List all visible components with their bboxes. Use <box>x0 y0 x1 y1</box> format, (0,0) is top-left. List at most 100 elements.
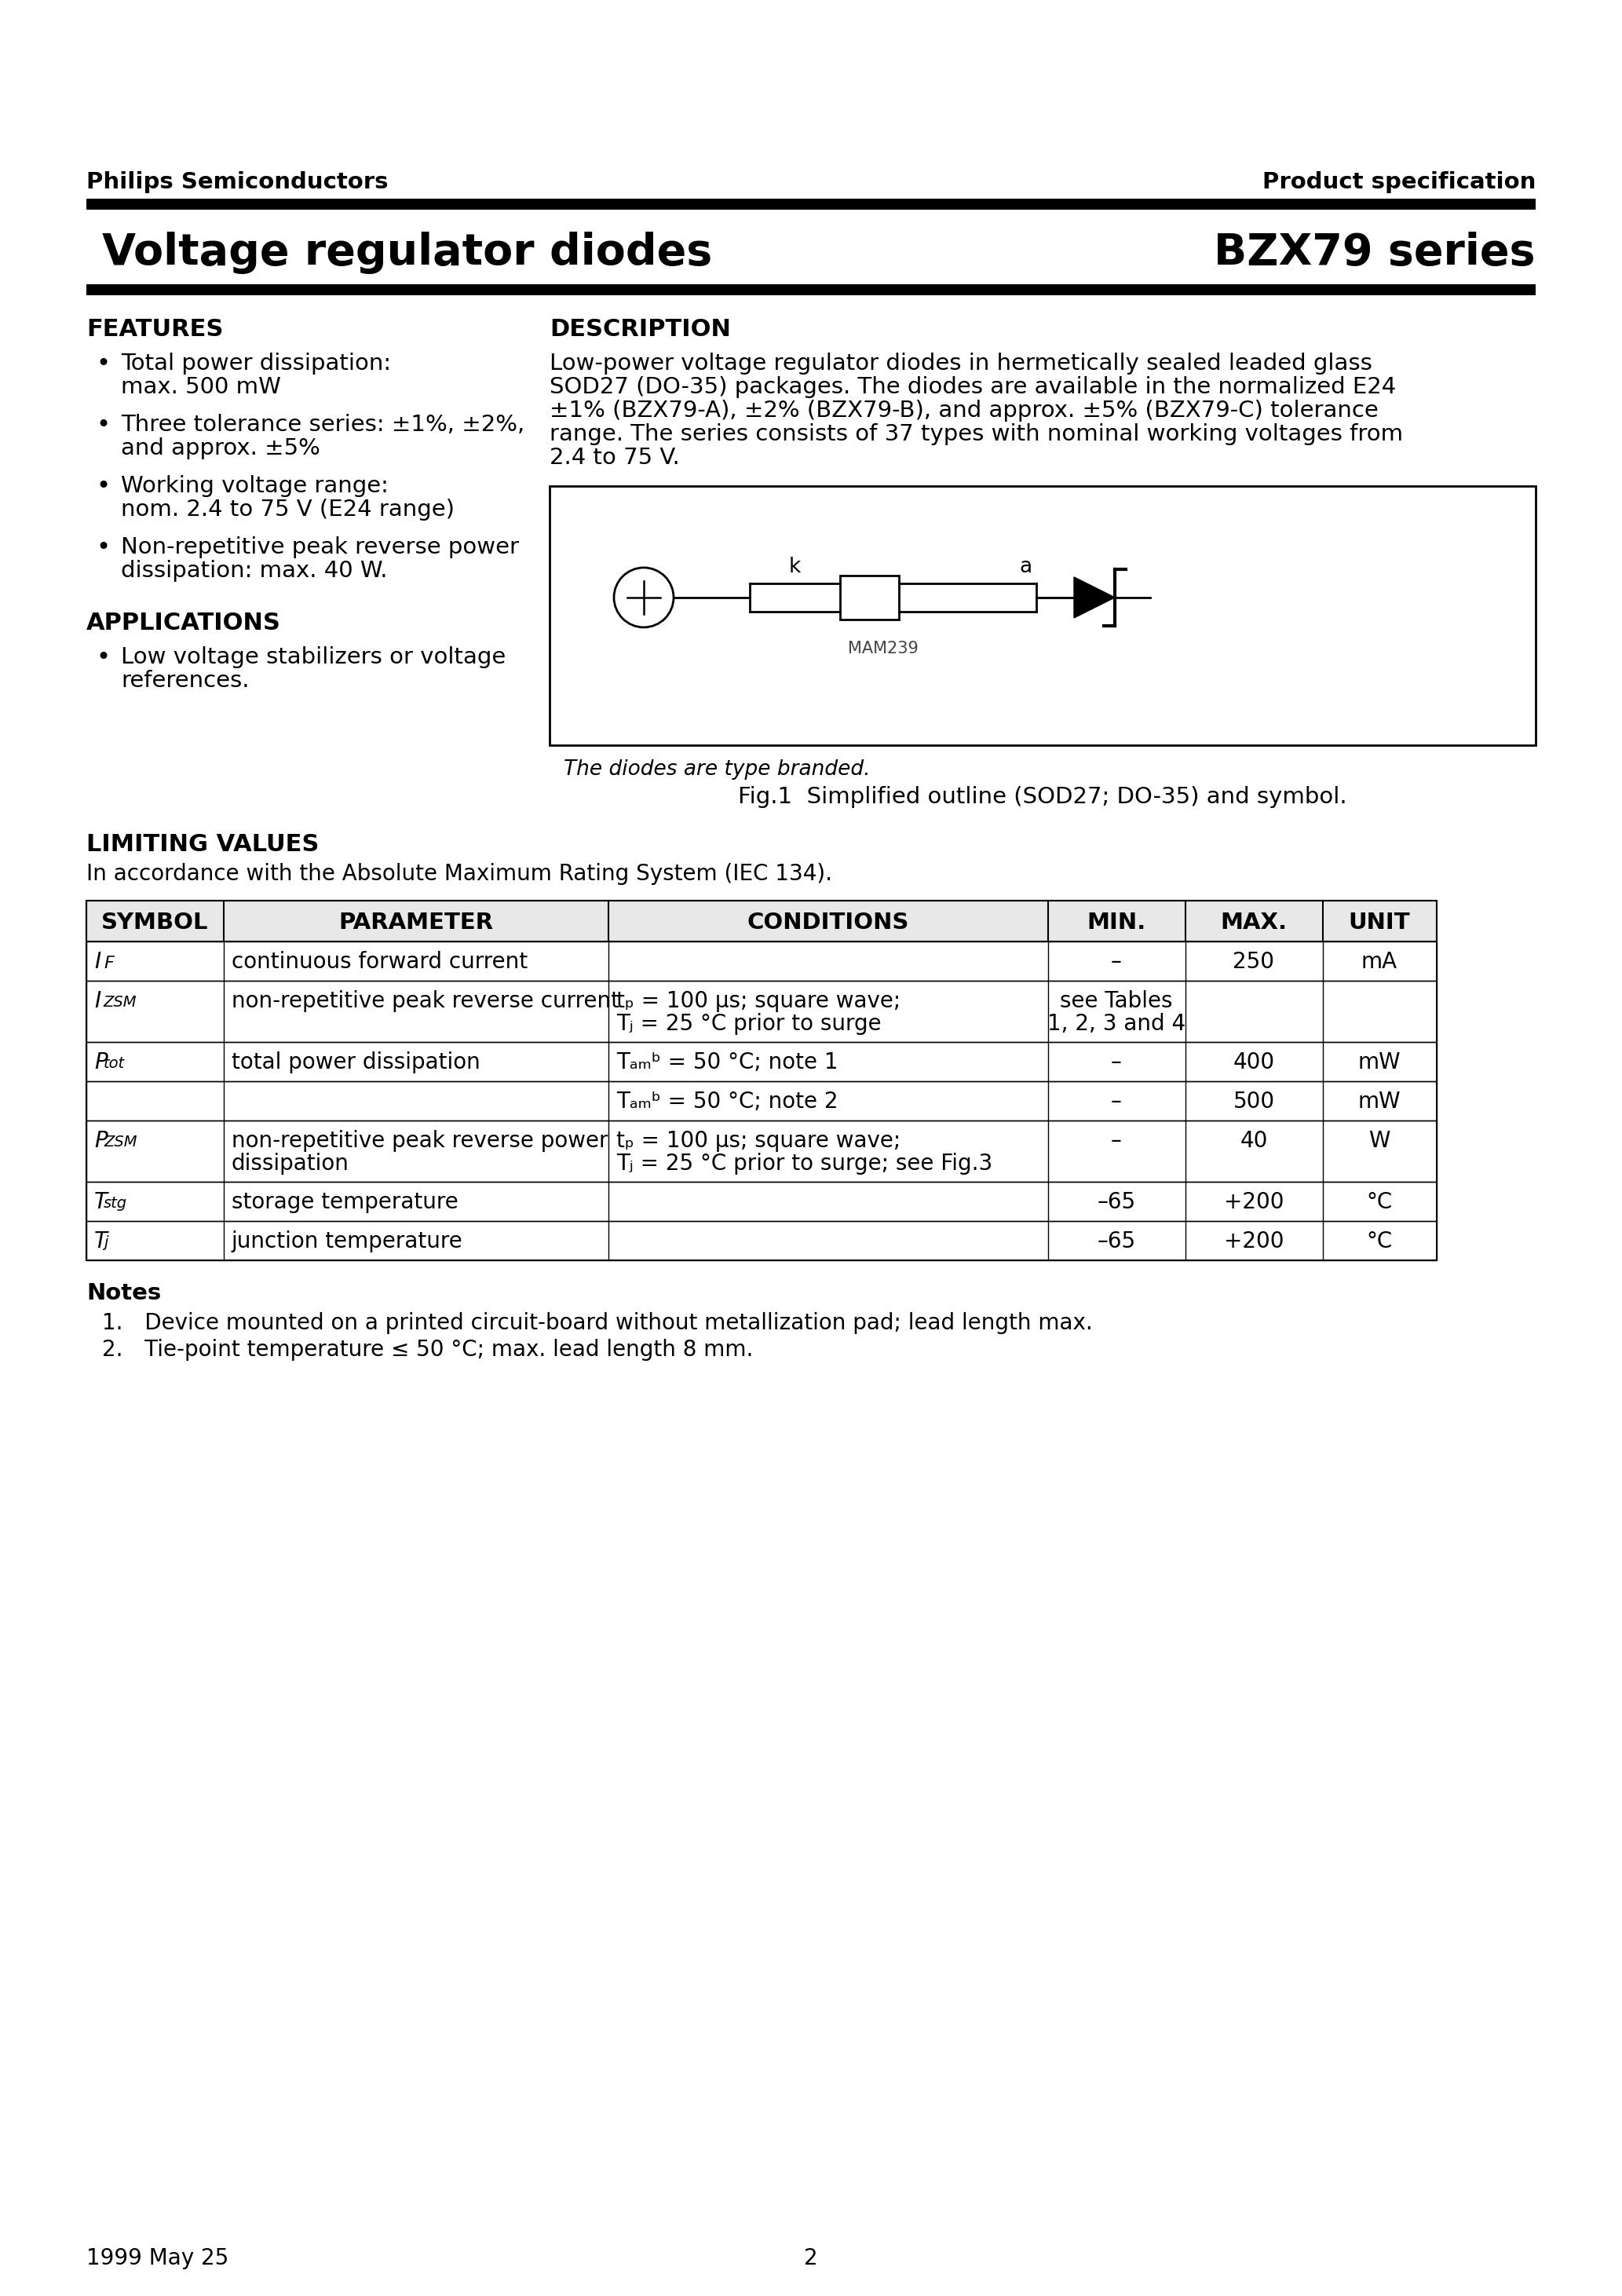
Bar <box>840 576 899 620</box>
Text: 40: 40 <box>1239 1130 1268 1153</box>
Text: mW: mW <box>1358 1091 1401 1114</box>
Text: 500: 500 <box>1233 1091 1275 1114</box>
Text: SYMBOL: SYMBOL <box>101 912 208 934</box>
Text: tₚ = 100 μs; square wave;: tₚ = 100 μs; square wave; <box>616 990 900 1013</box>
Text: +200: +200 <box>1223 1231 1285 1251</box>
Bar <box>86 1081 1437 1120</box>
Text: P: P <box>94 1052 107 1075</box>
Text: T: T <box>94 1231 107 1251</box>
Text: mA: mA <box>1361 951 1398 974</box>
Text: –: – <box>1111 951 1122 974</box>
Bar <box>86 900 1437 1261</box>
Bar <box>86 1120 1437 1182</box>
Text: I: I <box>94 951 101 974</box>
Text: BZX79 series: BZX79 series <box>1215 232 1536 273</box>
Text: references.: references. <box>122 670 250 691</box>
Text: –: – <box>1111 1052 1122 1075</box>
Text: In accordance with the Absolute Maximum Rating System (IEC 134).: In accordance with the Absolute Maximum … <box>86 863 832 884</box>
Text: total power dissipation: total power dissipation <box>232 1052 480 1075</box>
Text: FEATURES: FEATURES <box>86 319 224 340</box>
Text: tₚ = 100 μs; square wave;: tₚ = 100 μs; square wave; <box>616 1130 900 1153</box>
Polygon shape <box>1074 576 1114 618</box>
Text: ZSM: ZSM <box>102 994 136 1010</box>
Text: Tⱼ = 25 °C prior to surge; see Fig.3: Tⱼ = 25 °C prior to surge; see Fig.3 <box>616 1153 993 1176</box>
Text: storage temperature: storage temperature <box>232 1192 459 1212</box>
Text: Working voltage range:: Working voltage range: <box>122 475 389 496</box>
Text: •: • <box>96 413 110 436</box>
Text: 1999 May 25: 1999 May 25 <box>86 2248 229 2268</box>
Bar <box>86 1182 1437 1221</box>
Text: range. The series consists of 37 types with nominal working voltages from: range. The series consists of 37 types w… <box>550 422 1403 445</box>
Text: Tₐₘᵇ = 50 °C; note 2: Tₐₘᵇ = 50 °C; note 2 <box>616 1091 839 1114</box>
Text: 2: 2 <box>805 2248 817 2268</box>
Text: Non-repetitive peak reverse power: Non-repetitive peak reverse power <box>122 537 519 558</box>
Text: T: T <box>94 1192 107 1212</box>
Text: •: • <box>96 475 110 498</box>
Text: max. 500 mW: max. 500 mW <box>122 377 281 397</box>
Text: MAM239: MAM239 <box>848 641 918 657</box>
Bar <box>86 900 1437 941</box>
Text: PARAMETER: PARAMETER <box>339 912 493 934</box>
Text: MAX.: MAX. <box>1220 912 1288 934</box>
Text: F: F <box>104 955 114 971</box>
Text: Tₐₘᵇ = 50 °C; note 1: Tₐₘᵇ = 50 °C; note 1 <box>616 1052 839 1075</box>
Text: –65: –65 <box>1096 1231 1135 1251</box>
Text: Low-power voltage regulator diodes in hermetically sealed leaded glass: Low-power voltage regulator diodes in he… <box>550 354 1372 374</box>
Text: stg: stg <box>104 1196 127 1210</box>
Text: SOD27 (DO-35) packages. The diodes are available in the normalized E24: SOD27 (DO-35) packages. The diodes are a… <box>550 377 1397 397</box>
Text: tot: tot <box>104 1056 125 1070</box>
Text: see Tables: see Tables <box>1061 990 1173 1013</box>
Text: MIN.: MIN. <box>1087 912 1145 934</box>
Text: 250: 250 <box>1233 951 1275 974</box>
Bar <box>86 980 1437 1042</box>
Bar <box>86 1221 1437 1261</box>
Text: •: • <box>96 537 110 560</box>
Text: –65: –65 <box>1096 1192 1135 1212</box>
Text: –: – <box>1111 1130 1122 1153</box>
Text: APPLICATIONS: APPLICATIONS <box>86 611 281 634</box>
Text: Product specification: Product specification <box>1262 172 1536 193</box>
Text: mW: mW <box>1358 1052 1401 1075</box>
Bar <box>86 900 1437 941</box>
Text: DESCRIPTION: DESCRIPTION <box>550 319 732 340</box>
Text: Philips Semiconductors: Philips Semiconductors <box>86 172 388 193</box>
Text: non-repetitive peak reverse current: non-repetitive peak reverse current <box>232 990 620 1013</box>
Text: Voltage regulator diodes: Voltage regulator diodes <box>102 232 712 273</box>
Text: UNIT: UNIT <box>1348 912 1410 934</box>
Text: a: a <box>1019 556 1032 576</box>
Text: W: W <box>1369 1130 1390 1153</box>
Text: Tⱼ = 25 °C prior to surge: Tⱼ = 25 °C prior to surge <box>616 1013 881 1035</box>
Text: Fig.1  Simplified outline (SOD27; DO-35) and symbol.: Fig.1 Simplified outline (SOD27; DO-35) … <box>738 785 1346 808</box>
Text: °C: °C <box>1366 1192 1392 1212</box>
Text: junction temperature: junction temperature <box>232 1231 462 1251</box>
Text: j: j <box>104 1235 107 1249</box>
Text: P: P <box>94 1130 107 1153</box>
Text: +200: +200 <box>1223 1192 1285 1212</box>
Text: nom. 2.4 to 75 V (E24 range): nom. 2.4 to 75 V (E24 range) <box>122 498 454 521</box>
Text: 1. Device mounted on a printed circuit-board without metallization pad; lead len: 1. Device mounted on a printed circuit-b… <box>102 1311 1093 1334</box>
Bar <box>86 200 1536 209</box>
Text: Low voltage stabilizers or voltage: Low voltage stabilizers or voltage <box>122 645 506 668</box>
Text: Three tolerance series: ±1%, ±2%,: Three tolerance series: ±1%, ±2%, <box>122 413 524 436</box>
Text: k: k <box>788 556 801 576</box>
Text: The diodes are type branded.: The diodes are type branded. <box>564 760 871 781</box>
Text: and approx. ±5%: and approx. ±5% <box>122 436 320 459</box>
Text: 2.4 to 75 V.: 2.4 to 75 V. <box>550 448 680 468</box>
Text: dissipation: dissipation <box>232 1153 349 1176</box>
Text: I: I <box>94 990 101 1013</box>
Text: dissipation: max. 40 W.: dissipation: max. 40 W. <box>122 560 388 581</box>
Text: continuous forward current: continuous forward current <box>232 951 527 974</box>
Text: 2. Tie-point temperature ≤ 50 °C; max. lead length 8 mm.: 2. Tie-point temperature ≤ 50 °C; max. l… <box>102 1339 753 1362</box>
Text: –: – <box>1111 1091 1122 1114</box>
Text: •: • <box>96 645 110 668</box>
Bar <box>86 941 1437 980</box>
Text: non-repetitive peak reverse power: non-repetitive peak reverse power <box>232 1130 608 1153</box>
Text: •: • <box>96 354 110 374</box>
Text: 1, 2, 3 and 4: 1, 2, 3 and 4 <box>1048 1013 1186 1035</box>
Text: °C: °C <box>1366 1231 1392 1251</box>
Text: 400: 400 <box>1233 1052 1275 1075</box>
Bar <box>550 487 1536 746</box>
Text: ZSM: ZSM <box>104 1134 138 1150</box>
Text: LIMITING VALUES: LIMITING VALUES <box>86 833 320 856</box>
Text: CONDITIONS: CONDITIONS <box>748 912 910 934</box>
